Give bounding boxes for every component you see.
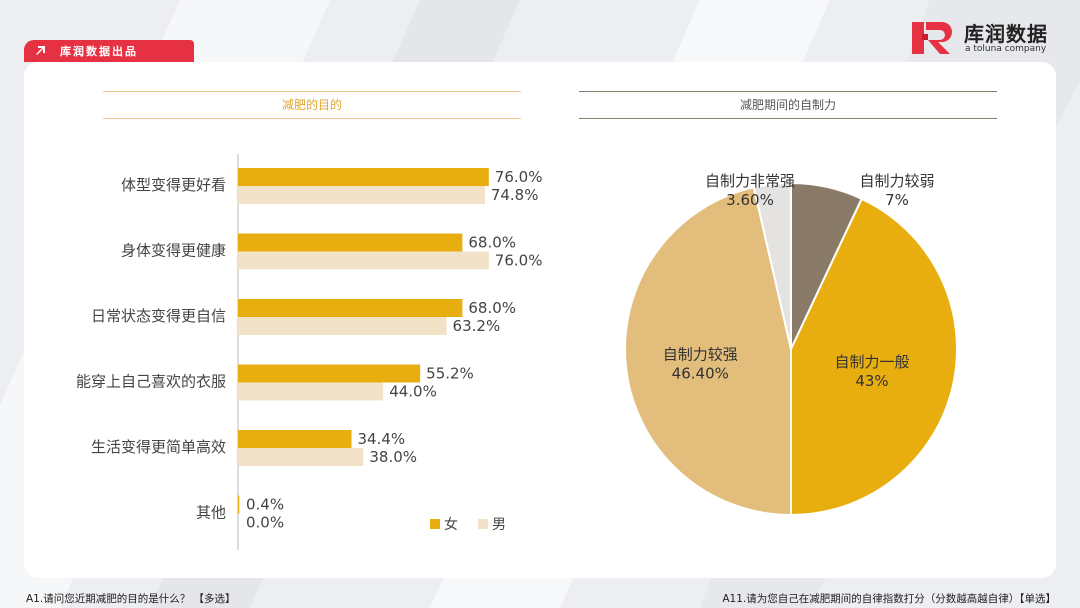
bar-value-label: 76.0%	[495, 168, 543, 186]
brand-tag: 库润数据出品	[24, 40, 194, 62]
bar-male	[238, 251, 489, 270]
bar-male	[238, 186, 485, 204]
bar-value-label: 38.0%	[369, 448, 417, 466]
pie-slice	[752, 181, 792, 350]
bar-female	[238, 168, 489, 186]
bar-value-label: 34.4%	[358, 430, 406, 448]
bar-male	[238, 382, 384, 401]
bar-value-label: 74.8%	[491, 186, 539, 204]
category-label: 日常状态变得更自信	[91, 307, 226, 325]
pie-slice-name: 自制力非常强	[705, 172, 795, 190]
pie-slice-value: 7%	[885, 191, 909, 209]
bar-chart: 体型变得更好看 76.0%74.8%身体变得更健康 68.0%76.0%日常状态变得…	[76, 154, 543, 550]
category-label: 能穿上自己喜欢的衣服	[76, 373, 226, 391]
legend-label: 男	[492, 517, 506, 533]
category-label: 生活变得更简单高效	[91, 438, 226, 456]
bar-female	[238, 495, 240, 514]
legend-label: 女	[444, 516, 458, 533]
logo-name: 库润数据	[964, 22, 1048, 46]
legend-swatch	[478, 519, 488, 529]
bar-female	[238, 430, 352, 448]
legend-swatch	[430, 519, 440, 529]
bar-female	[238, 233, 463, 252]
pie-slice-value: 46.40%	[672, 364, 729, 382]
pie-slice-name: 自制力较强	[663, 345, 738, 363]
pie-slice	[624, 186, 792, 517]
bar-value-label: 55.2%	[426, 365, 474, 383]
category-label: 身体变得更健康	[121, 242, 226, 260]
pie-slice-value: 43%	[855, 372, 888, 390]
footer-question-left: A1.请问您近期减肥的目的是什么？ 【多选】	[26, 593, 236, 605]
bar-value-label: 76.0%	[495, 252, 543, 270]
bar-value-label: 68.0%	[468, 299, 516, 317]
bar-value-label: 0.0%	[246, 514, 284, 532]
bar-male	[238, 448, 364, 466]
bar-value-label: 68.0%	[468, 234, 516, 252]
footer-question-right: A11.请为您自己在减肥期间的自律指数打分（分数越高越自律）【单选】	[722, 593, 1056, 605]
logo-subtitle: a toluna company	[965, 44, 1047, 54]
category-label: 其他	[196, 504, 226, 522]
bar-female	[238, 364, 421, 383]
brand-tag-label: 库润数据出品	[60, 45, 138, 58]
pie-slice-value: 3.60%	[726, 191, 774, 209]
bar-value-label: 63.2%	[453, 317, 501, 335]
left-chart-title: 减肥的目的	[103, 91, 521, 119]
company-logo: 库润数据 a toluna company	[910, 18, 1060, 58]
right-chart-title: 减肥期间的自制力	[579, 91, 997, 119]
pie-slice-name: 自制力较弱	[859, 172, 934, 190]
pie-slice	[790, 197, 958, 517]
bar-female	[238, 299, 463, 317]
arrow-icon	[36, 46, 45, 55]
bar-male	[238, 317, 447, 335]
pie-slice-name: 自制力一般	[834, 353, 909, 371]
logo-mark	[912, 22, 952, 54]
category-label: 体型变得更好看	[121, 176, 226, 194]
bar-value-label: 0.4%	[246, 496, 284, 514]
bar-value-label: 44.0%	[389, 383, 437, 401]
